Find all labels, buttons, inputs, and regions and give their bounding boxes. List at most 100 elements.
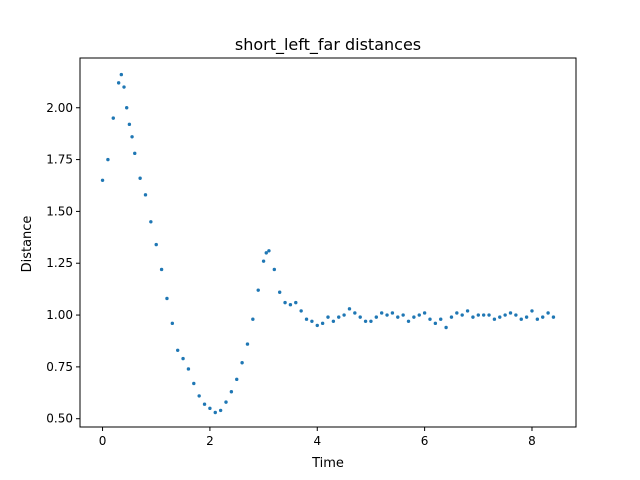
data-point: [176, 348, 180, 352]
data-point: [514, 313, 518, 317]
data-point: [125, 106, 129, 110]
data-point: [267, 249, 271, 253]
data-point: [208, 406, 212, 411]
data-point: [197, 394, 201, 398]
x-tick-label: 6: [421, 434, 429, 448]
data-point: [342, 313, 346, 317]
x-axis-label: Time: [311, 456, 344, 471]
data-point: [100, 178, 105, 183]
data-point: [524, 315, 529, 319]
data-point: [213, 410, 217, 415]
data-point: [519, 317, 523, 321]
data-point: [347, 307, 352, 311]
plot-frame: [79, 57, 577, 428]
data-point: [181, 356, 185, 361]
data-point: [315, 323, 319, 328]
data-point: [508, 311, 513, 315]
chart-title: short_left_far distances: [235, 35, 421, 55]
data-point: [331, 319, 336, 323]
data-point: [428, 317, 432, 321]
data-point: [369, 319, 373, 323]
data-point: [277, 290, 282, 294]
data-point: [406, 319, 411, 323]
data-point: [401, 313, 405, 317]
data-point: [154, 242, 158, 247]
data-point: [422, 311, 427, 315]
data-point: [530, 309, 534, 313]
data-point: [379, 311, 384, 315]
y-tick-label: 0.50: [46, 412, 73, 426]
data-point: [111, 116, 115, 120]
data-point: [358, 315, 362, 319]
data-point: [122, 85, 126, 89]
data-point: [487, 313, 491, 317]
data-point: [503, 313, 507, 317]
data-point: [224, 400, 228, 404]
x-tick-label: 0: [99, 434, 107, 448]
data-point: [186, 367, 191, 371]
data-point: [541, 315, 545, 319]
data-points: [100, 72, 556, 415]
data-point: [433, 321, 438, 326]
data-point: [264, 251, 268, 255]
data-point: [261, 259, 266, 263]
data-point: [192, 381, 196, 386]
data-point: [159, 267, 164, 272]
data-point: [235, 377, 239, 382]
data-point: [294, 300, 298, 305]
data-point: [149, 220, 153, 224]
data-point: [165, 296, 169, 301]
data-point: [444, 325, 448, 330]
data-point: [465, 309, 470, 313]
data-point: [138, 176, 142, 180]
data-point: [412, 315, 416, 319]
data-point: [127, 122, 132, 127]
x-axis-ticks: 0 2 4 6 8: [99, 427, 536, 448]
data-point: [229, 390, 234, 394]
data-point: [535, 317, 540, 321]
data-point: [218, 408, 223, 413]
data-point: [256, 288, 260, 292]
data-point: [202, 402, 207, 406]
data-point: [460, 313, 464, 317]
data-point: [310, 319, 314, 323]
data-point: [374, 315, 379, 319]
y-tick-label: 1.75: [46, 153, 73, 167]
y-tick-label: 1.50: [46, 204, 73, 218]
data-point: [551, 315, 556, 319]
data-point: [492, 317, 497, 321]
data-point: [385, 313, 389, 317]
y-tick-label: 2.00: [46, 101, 73, 115]
data-point: [320, 321, 325, 326]
data-point: [119, 72, 124, 77]
data-point: [304, 317, 309, 321]
data-point: [170, 321, 175, 326]
data-point: [337, 315, 341, 319]
data-point: [476, 313, 480, 317]
y-tick-label: 0.75: [46, 360, 73, 374]
x-tick-label: 4: [313, 434, 321, 448]
data-point: [288, 302, 293, 307]
data-point: [546, 311, 550, 315]
x-tick-label: 2: [206, 434, 214, 448]
data-point: [299, 309, 303, 313]
data-point: [471, 315, 475, 319]
data-point: [283, 300, 287, 305]
data-point: [353, 311, 357, 315]
data-point: [439, 317, 443, 321]
data-point: [449, 315, 454, 319]
y-tick-label: 1.25: [46, 256, 73, 270]
data-point: [481, 313, 486, 317]
data-point: [240, 361, 244, 365]
data-point: [106, 157, 110, 162]
data-point: [390, 311, 395, 315]
data-point: [130, 135, 134, 139]
y-tick-label: 1.00: [46, 308, 73, 322]
data-point: [455, 311, 459, 315]
data-point: [245, 342, 250, 346]
data-point: [396, 315, 400, 319]
data-point: [363, 319, 368, 323]
data-point: [133, 151, 137, 156]
